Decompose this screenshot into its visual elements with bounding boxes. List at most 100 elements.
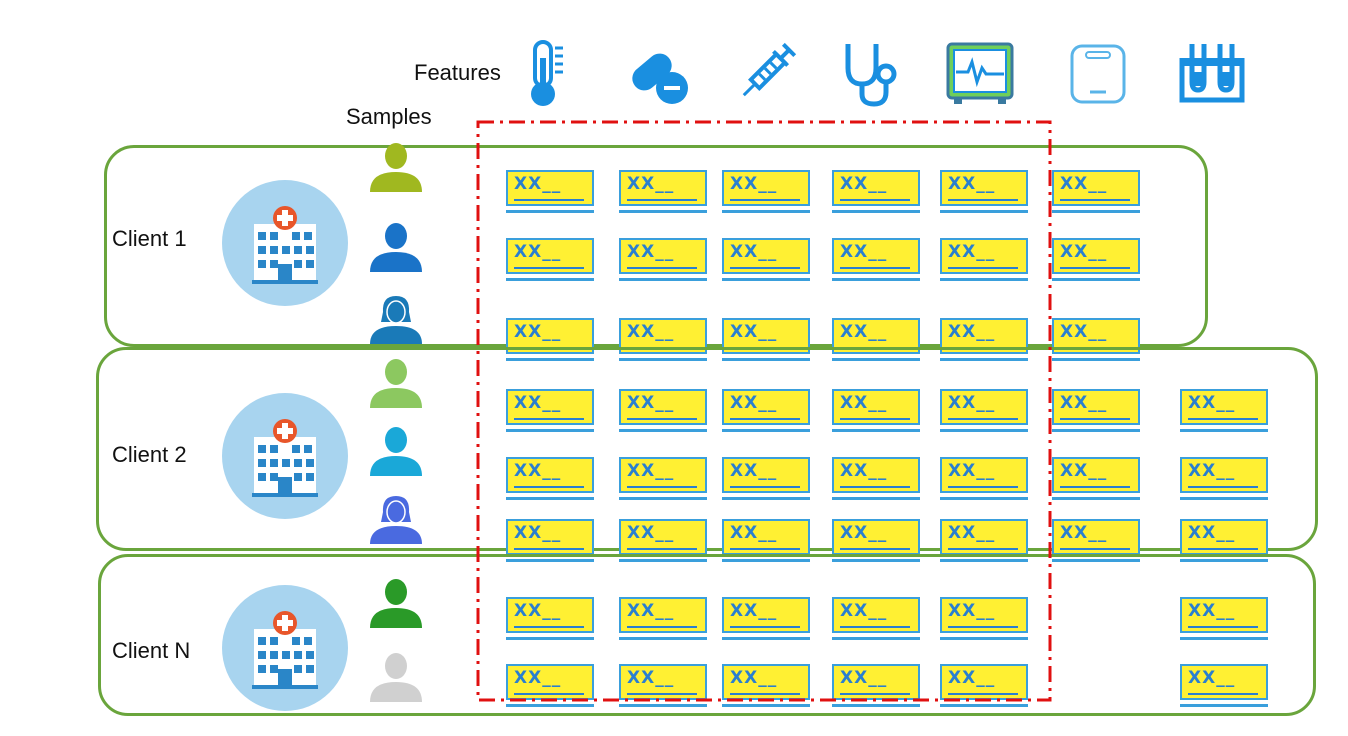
feature-cell: XX__	[940, 170, 1028, 206]
feature-cell-rule	[514, 418, 584, 420]
feature-cell-underline	[1180, 497, 1268, 500]
feature-cell-text: XX__	[514, 174, 562, 194]
feature-cell-rule	[627, 548, 697, 550]
feature-cell: XX__	[832, 170, 920, 206]
syringe-icon	[729, 38, 801, 110]
feature-cell: XX__	[832, 597, 920, 633]
feature-cell-rule	[627, 486, 697, 488]
feature-cell-underline	[722, 559, 810, 562]
feature-cell: XX__	[619, 238, 707, 274]
feature-cell-rule	[514, 626, 584, 628]
feature-cell-rule	[514, 267, 584, 269]
feature-cell-rule	[730, 418, 800, 420]
client-name: Client 2	[112, 442, 187, 467]
feature-cell-rule	[840, 418, 910, 420]
hospital-icon	[222, 585, 348, 711]
feature-cell-rule	[730, 486, 800, 488]
person-male-icon	[366, 356, 426, 408]
feature-cell: XX__	[722, 597, 810, 633]
feature-cell-rule	[1188, 693, 1258, 695]
feature-cell-underline	[1052, 497, 1140, 500]
feature-cell-text: XX__	[627, 461, 675, 481]
feature-cell-text: XX__	[948, 322, 996, 342]
feature-cell-rule	[514, 693, 584, 695]
feature-cell-rule	[627, 693, 697, 695]
feature-cell-underline	[506, 429, 594, 432]
feature-cell-text: XX__	[627, 523, 675, 543]
feature-cell-rule	[627, 199, 697, 201]
feature-cell: XX__	[722, 238, 810, 274]
feature-cell-text: XX__	[840, 601, 888, 621]
feature-cell: XX__	[940, 238, 1028, 274]
feature-cell-text: XX__	[514, 393, 562, 413]
feature-cell-underline	[832, 559, 920, 562]
feature-cell-rule	[514, 548, 584, 550]
feature-cell-text: XX__	[730, 668, 778, 688]
feature-cell-text: XX__	[627, 393, 675, 413]
feature-cell: XX__	[832, 457, 920, 493]
feature-cell-text: XX__	[948, 668, 996, 688]
feature-cell-rule	[840, 199, 910, 201]
client-name: Client 1	[112, 226, 187, 251]
feature-cell-rule	[730, 693, 800, 695]
feature-cell: XX__	[722, 664, 810, 700]
feature-cell-rule	[840, 486, 910, 488]
feature-cell-text: XX__	[1188, 393, 1236, 413]
feature-cell: XX__	[940, 597, 1028, 633]
feature-cell-underline	[722, 704, 810, 707]
feature-cell: XX__	[1180, 457, 1268, 493]
feature-cell-underline	[506, 278, 594, 281]
client-name: Client N	[112, 638, 191, 663]
feature-cell-rule	[514, 199, 584, 201]
person-male-icon	[366, 576, 426, 628]
feature-cell-underline	[722, 278, 810, 281]
feature-cell-text: XX__	[840, 523, 888, 543]
feature-cell-text: XX__	[948, 601, 996, 621]
feature-cell-rule	[948, 626, 1018, 628]
person-male-icon	[366, 424, 426, 476]
person-female-icon	[366, 492, 426, 544]
person-female-icon	[366, 292, 426, 344]
feature-cell-rule	[1188, 626, 1258, 628]
feature-cell-text: XX__	[627, 668, 675, 688]
feature-cell: XX__	[1052, 238, 1140, 274]
feature-cell-underline	[832, 497, 920, 500]
feature-cell-text: XX__	[840, 393, 888, 413]
feature-cell-underline	[506, 358, 594, 361]
feature-cell-text: XX__	[1060, 461, 1108, 481]
feature-cell-underline	[940, 497, 1028, 500]
feature-cell-text: XX__	[514, 242, 562, 262]
samples-label: Samples	[346, 104, 432, 129]
feature-cell-text: XX__	[1188, 461, 1236, 481]
feature-cell-underline	[506, 637, 594, 640]
feature-cell-underline	[619, 358, 707, 361]
scale-icon	[1062, 38, 1134, 110]
feature-cell-underline	[832, 429, 920, 432]
feature-cell-text: XX__	[1060, 174, 1108, 194]
test-tubes-icon	[1176, 38, 1248, 110]
feature-cell: XX__	[722, 457, 810, 493]
feature-cell: XX__	[619, 389, 707, 425]
feature-cell: XX__	[832, 389, 920, 425]
feature-cell-underline	[832, 358, 920, 361]
feature-cell-text: XX__	[948, 523, 996, 543]
feature-cell-rule	[948, 199, 1018, 201]
thermometer-icon	[511, 38, 583, 110]
feature-cell-underline	[1180, 559, 1268, 562]
feature-cell-rule	[730, 548, 800, 550]
feature-cell-text: XX__	[840, 668, 888, 688]
feature-cell-underline	[722, 210, 810, 213]
feature-cell-text: XX__	[514, 523, 562, 543]
feature-cell-text: XX__	[627, 242, 675, 262]
feature-cell: XX__	[506, 389, 594, 425]
feature-cell-text: XX__	[840, 242, 888, 262]
feature-cell-underline	[1052, 210, 1140, 213]
feature-cell-text: XX__	[948, 174, 996, 194]
feature-cell-underline	[619, 637, 707, 640]
feature-cell: XX__	[506, 664, 594, 700]
feature-cell-rule	[1060, 486, 1130, 488]
feature-cell-rule	[948, 486, 1018, 488]
feature-cell-rule	[1060, 418, 1130, 420]
feature-cell-underline	[619, 278, 707, 281]
